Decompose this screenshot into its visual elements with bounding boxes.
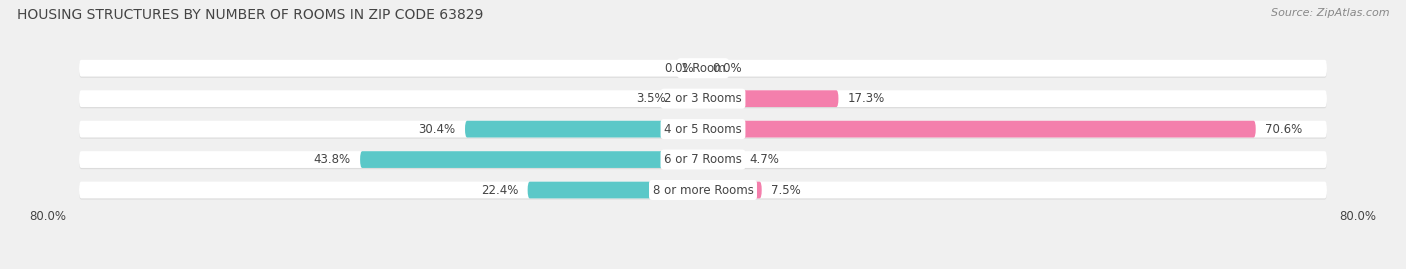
FancyBboxPatch shape: [79, 183, 1327, 200]
Text: 4 or 5 Rooms: 4 or 5 Rooms: [664, 123, 742, 136]
FancyBboxPatch shape: [676, 90, 703, 107]
Text: 0.0%: 0.0%: [664, 62, 693, 75]
FancyBboxPatch shape: [79, 182, 1327, 199]
FancyBboxPatch shape: [79, 153, 1327, 169]
Text: 1 Room: 1 Room: [681, 62, 725, 75]
Text: 7.5%: 7.5%: [770, 183, 801, 197]
Text: 0.0%: 0.0%: [713, 62, 742, 75]
FancyBboxPatch shape: [79, 151, 1327, 168]
FancyBboxPatch shape: [79, 91, 1327, 108]
Text: 8 or more Rooms: 8 or more Rooms: [652, 183, 754, 197]
Text: 43.8%: 43.8%: [314, 153, 350, 166]
Text: 6 or 7 Rooms: 6 or 7 Rooms: [664, 153, 742, 166]
FancyBboxPatch shape: [360, 151, 703, 168]
Text: 80.0%: 80.0%: [1340, 210, 1376, 223]
FancyBboxPatch shape: [79, 90, 1327, 107]
Text: 17.3%: 17.3%: [848, 92, 886, 105]
Text: 3.5%: 3.5%: [637, 92, 666, 105]
Text: HOUSING STRUCTURES BY NUMBER OF ROOMS IN ZIP CODE 63829: HOUSING STRUCTURES BY NUMBER OF ROOMS IN…: [17, 8, 484, 22]
FancyBboxPatch shape: [79, 61, 1327, 78]
FancyBboxPatch shape: [79, 121, 1327, 137]
Text: 80.0%: 80.0%: [30, 210, 66, 223]
FancyBboxPatch shape: [527, 182, 703, 199]
Text: Source: ZipAtlas.com: Source: ZipAtlas.com: [1271, 8, 1389, 18]
FancyBboxPatch shape: [703, 151, 740, 168]
FancyBboxPatch shape: [79, 60, 1327, 77]
FancyBboxPatch shape: [79, 122, 1327, 139]
FancyBboxPatch shape: [703, 121, 1256, 137]
FancyBboxPatch shape: [703, 182, 762, 199]
Text: 4.7%: 4.7%: [749, 153, 779, 166]
FancyBboxPatch shape: [703, 90, 838, 107]
Text: 2 or 3 Rooms: 2 or 3 Rooms: [664, 92, 742, 105]
FancyBboxPatch shape: [465, 121, 703, 137]
Text: 22.4%: 22.4%: [481, 183, 519, 197]
Text: 30.4%: 30.4%: [419, 123, 456, 136]
Text: 70.6%: 70.6%: [1265, 123, 1302, 136]
